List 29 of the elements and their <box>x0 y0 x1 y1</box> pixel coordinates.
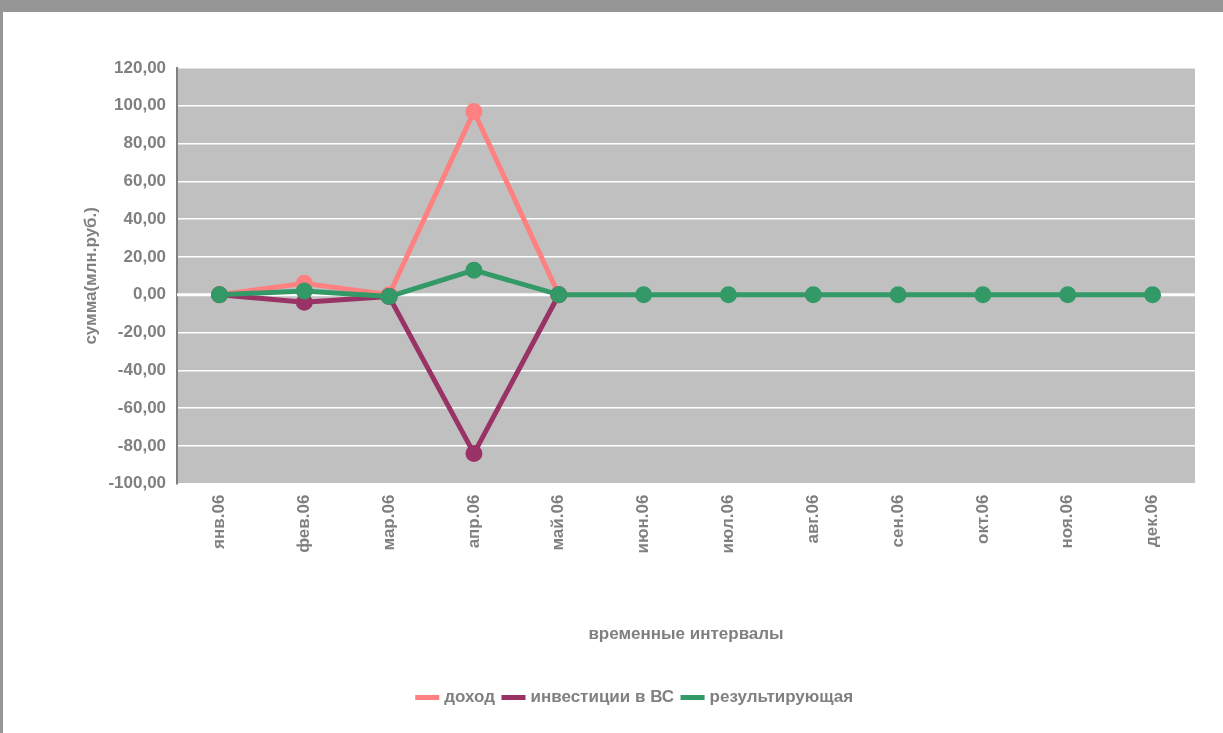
x-tick-label: ноя.06 <box>1057 494 1077 549</box>
y-tick-label: 0,00 <box>132 284 167 304</box>
y-tick-label: -40,00 <box>117 359 167 379</box>
x-tick-label: апр.06 <box>463 494 483 549</box>
y-tick-label: -80,00 <box>117 435 167 455</box>
y-tick-label: 60,00 <box>123 171 167 191</box>
x-tick-label: дек.06 <box>1142 494 1162 548</box>
x-tick-label: июл.06 <box>718 494 738 554</box>
x-axis-title: временные интервалы <box>588 624 784 644</box>
legend-label: результирующая <box>709 687 854 707</box>
x-tick-label: янв.06 <box>209 494 229 550</box>
legend-label: инвестиции в ВС <box>530 687 675 707</box>
y-tick-label: 120,00 <box>114 57 167 77</box>
x-tick-label: авг.06 <box>802 494 822 544</box>
y-axis-title: сумма(млн.руб.) <box>80 207 100 345</box>
y-tick-label: -20,00 <box>117 322 167 342</box>
legend-label: доход <box>444 687 496 707</box>
y-tick-label: 20,00 <box>123 246 167 266</box>
x-tick-label: май.06 <box>548 494 568 551</box>
x-tick-label: июн.06 <box>633 494 653 554</box>
x-tick-label: фев.06 <box>293 494 313 553</box>
y-tick-label: 80,00 <box>123 133 167 153</box>
y-tick-label: 100,00 <box>114 95 167 115</box>
x-tick-label: окт.06 <box>972 494 992 544</box>
y-tick-label: -100,00 <box>108 473 167 493</box>
x-tick-label: мар.06 <box>378 494 398 551</box>
y-tick-label: 40,00 <box>123 208 167 228</box>
x-tick-label: сен.06 <box>887 494 907 548</box>
y-tick-label: -60,00 <box>117 397 167 417</box>
